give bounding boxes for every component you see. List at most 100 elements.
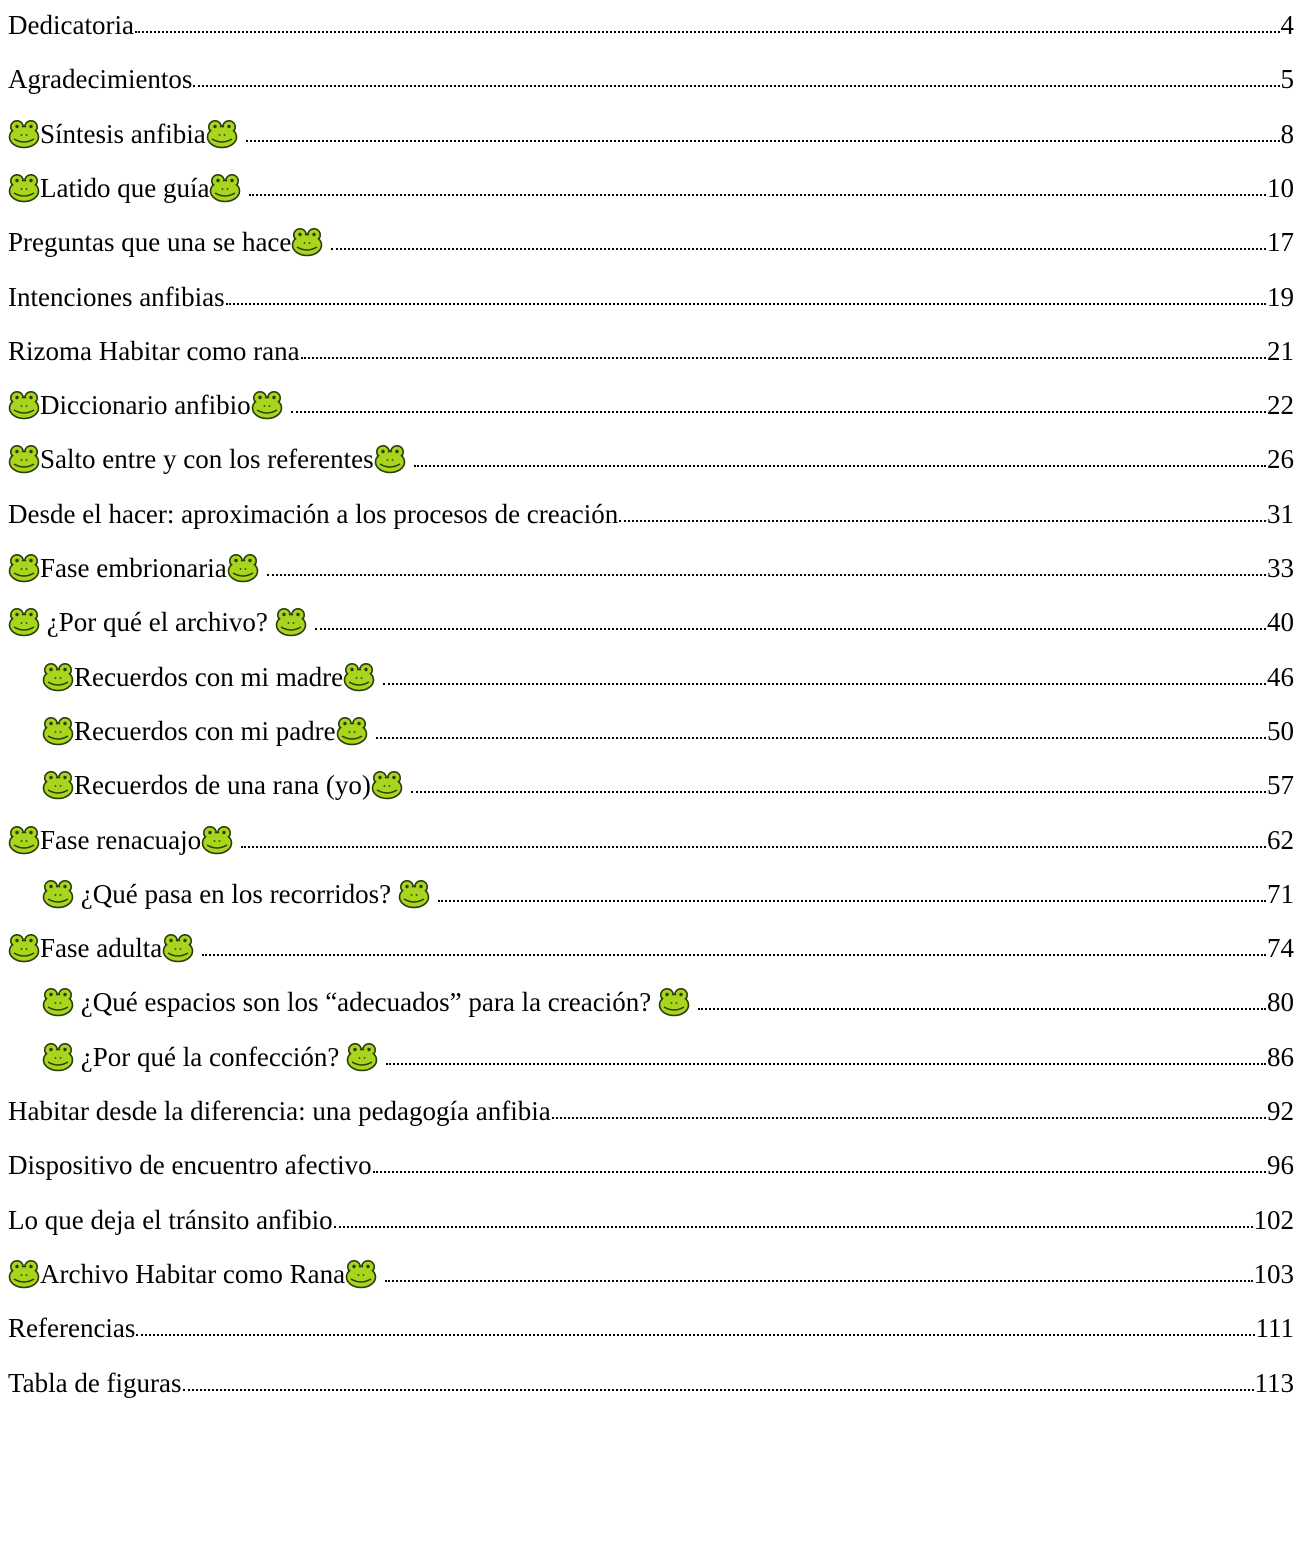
toc-entry-fase-renacuajo[interactable]: Fase renacuajo 62 — [8, 815, 1294, 855]
toc-entry-title: Diccionario anfibio — [40, 390, 251, 420]
toc-entry-title-group: Referencias — [8, 1313, 135, 1343]
dot-leader — [136, 1334, 1255, 1336]
frog-face-icon — [42, 987, 74, 1017]
frog-face-icon — [42, 770, 74, 800]
toc-entry-desde-el-hacer[interactable]: Desde el hacer: aproximación a los proce… — [8, 489, 1294, 529]
toc-entry-espacios[interactable]: ¿Qué espacios son los “adecuados” para l… — [42, 977, 1294, 1017]
toc-entry-fase-embrionaria[interactable]: Fase embrionaria 33 — [8, 543, 1294, 583]
toc-entry-recuerdos-padre[interactable]: Recuerdos con mi padre 50 — [42, 706, 1294, 746]
dot-leader — [290, 411, 1266, 413]
toc-entry-page-number: 31 — [1267, 499, 1294, 529]
toc-entry-transito[interactable]: Lo que deja el tránsito anfibio 102 — [8, 1195, 1294, 1235]
toc-entry-title: Tabla de figuras — [8, 1368, 182, 1398]
frog-face-icon — [8, 173, 40, 203]
dot-leader — [314, 628, 1266, 630]
frog-face-icon — [227, 553, 259, 583]
toc-entry-diccionario[interactable]: Diccionario anfibio 22 — [8, 380, 1294, 420]
toc-entry-referencias[interactable]: Referencias 111 — [8, 1303, 1294, 1343]
frog-face-icon — [8, 825, 40, 855]
frog-face-icon — [371, 770, 403, 800]
dot-leader — [300, 357, 1266, 359]
dot-leader — [386, 1063, 1266, 1065]
toc-entry-title-group: Rizoma Habitar como rana — [8, 336, 300, 366]
dot-leader — [619, 520, 1266, 522]
toc-entry-salto[interactable]: Salto entre y con los referentes 26 — [8, 434, 1294, 474]
dot-leader — [266, 574, 1266, 576]
toc-entry-title: Preguntas que una se hace — [8, 227, 292, 257]
toc-entry-por-que-archivo[interactable]: ¿Por qué el archivo? 40 — [8, 597, 1294, 637]
frog-face-icon — [398, 879, 430, 909]
toc-entry-title-group: Fase embrionaria — [8, 553, 266, 583]
toc-entry-title-group: ¿Qué pasa en los recorridos? — [42, 879, 437, 909]
toc-entry-title: Latido que guía — [40, 173, 210, 203]
toc-entry-title-group: Archivo Habitar como Rana — [8, 1259, 384, 1289]
toc-entry-page-number: 8 — [1280, 119, 1295, 149]
frog-face-icon — [336, 716, 368, 746]
toc-entry-title: ¿Por qué la confección? — [74, 1042, 347, 1072]
frog-face-icon — [42, 1042, 74, 1072]
toc-entry-title-group: Recuerdos de una rana (yo) — [42, 770, 410, 800]
toc-entry-title-group: Agradecimientos — [8, 64, 192, 94]
toc-entry-dispositivo[interactable]: Dispositivo de encuentro afectivo 96 — [8, 1140, 1294, 1180]
toc-entry-title: Desde el hacer: aproximación a los proce… — [8, 499, 619, 529]
toc-entry-title-group: Preguntas que una se hace — [8, 227, 330, 257]
toc-entry-title-group: Síntesis anfibia — [8, 119, 245, 149]
toc-entry-fase-adulta[interactable]: Fase adulta 74 — [8, 923, 1294, 963]
frog-face-icon — [8, 607, 40, 637]
toc-entry-title-group: Dispositivo de encuentro afectivo — [8, 1150, 372, 1180]
toc-entry-title: Habitar desde la diferencia: una pedagog… — [8, 1096, 551, 1126]
toc-entry-agradecimientos[interactable]: Agradecimientos 5 — [8, 54, 1294, 94]
frog-face-icon — [8, 1259, 40, 1289]
toc-entry-confeccion[interactable]: ¿Por qué la confección? 86 — [42, 1032, 1294, 1072]
toc-entry-title: Síntesis anfibia — [40, 119, 206, 149]
frog-face-icon — [8, 933, 40, 963]
dot-leader — [134, 31, 1280, 33]
toc-entry-title: Fase embrionaria — [40, 553, 227, 583]
frog-face-icon — [374, 444, 406, 474]
toc-entry-page-number: 111 — [1255, 1313, 1295, 1343]
toc-entry-rizoma[interactable]: Rizoma Habitar como rana 21 — [8, 326, 1294, 366]
toc-entry-sintesis-anfibia[interactable]: Síntesis anfibia 8 — [8, 109, 1294, 149]
toc-entry-habitar-diferencia[interactable]: Habitar desde la diferencia: una pedagog… — [8, 1086, 1294, 1126]
toc-entry-recuerdos-rana[interactable]: Recuerdos de una rana (yo) 57 — [42, 760, 1294, 800]
toc-entry-page-number: 4 — [1280, 10, 1295, 40]
toc-entry-tabla-figuras[interactable]: Tabla de figuras 113 — [8, 1358, 1294, 1398]
dot-leader — [249, 194, 1266, 196]
toc-entry-page-number: 21 — [1267, 336, 1294, 366]
toc-entry-recuerdos-madre[interactable]: Recuerdos con mi madre 46 — [42, 652, 1294, 692]
frog-face-icon — [8, 119, 40, 149]
toc-entry-title: Referencias — [8, 1313, 136, 1343]
toc-entry-title: Recuerdos con mi madre — [74, 662, 344, 692]
frog-face-icon — [658, 987, 690, 1017]
toc-entry-title: ¿Qué espacios son los “adecuados” para l… — [74, 987, 658, 1017]
dot-leader — [241, 846, 1266, 848]
toc-entry-intenciones[interactable]: Intenciones anfibias 19 — [8, 272, 1294, 312]
frog-face-icon — [209, 173, 241, 203]
toc-entry-title-group: Recuerdos con mi padre — [42, 716, 375, 746]
toc-entry-archivo-rana[interactable]: Archivo Habitar como Rana 103 — [8, 1249, 1294, 1289]
toc-entry-latido-que-guia[interactable]: Latido que guía 10 — [8, 163, 1294, 203]
toc-entry-recorridos[interactable]: ¿Qué pasa en los recorridos? 71 — [42, 869, 1294, 909]
toc-entry-page-number: 19 — [1267, 282, 1294, 312]
frog-face-icon — [251, 390, 283, 420]
toc-entry-title-group: Intenciones anfibias — [8, 282, 225, 312]
toc-entry-title: ¿Por qué el archivo? — [40, 607, 275, 637]
toc-entry-page-number: 92 — [1267, 1096, 1294, 1126]
toc-entry-dedicatoria[interactable]: Dedicatoria 4 — [8, 0, 1294, 40]
dot-leader — [437, 900, 1266, 902]
frog-face-icon — [206, 119, 238, 149]
frog-face-icon — [346, 1042, 378, 1072]
toc-entry-page-number: 103 — [1253, 1259, 1295, 1289]
toc-entry-title-group: Fase adulta — [8, 933, 201, 963]
toc-entry-preguntas[interactable]: Preguntas que una se hace 17 — [8, 217, 1294, 257]
toc-entry-page-number: 86 — [1267, 1042, 1294, 1072]
toc-entry-title: Dedicatoria — [8, 10, 134, 40]
dot-leader — [410, 791, 1266, 793]
toc-entry-title-group: ¿Qué espacios son los “adecuados” para l… — [42, 987, 697, 1017]
toc-entry-title: Rizoma Habitar como rana — [8, 336, 300, 366]
dot-leader — [385, 1280, 1253, 1282]
toc-entry-page-number: 5 — [1280, 64, 1295, 94]
dot-leader — [182, 1389, 1254, 1391]
toc-entry-page-number: 40 — [1267, 607, 1294, 637]
toc-entry-page-number: 57 — [1267, 770, 1294, 800]
